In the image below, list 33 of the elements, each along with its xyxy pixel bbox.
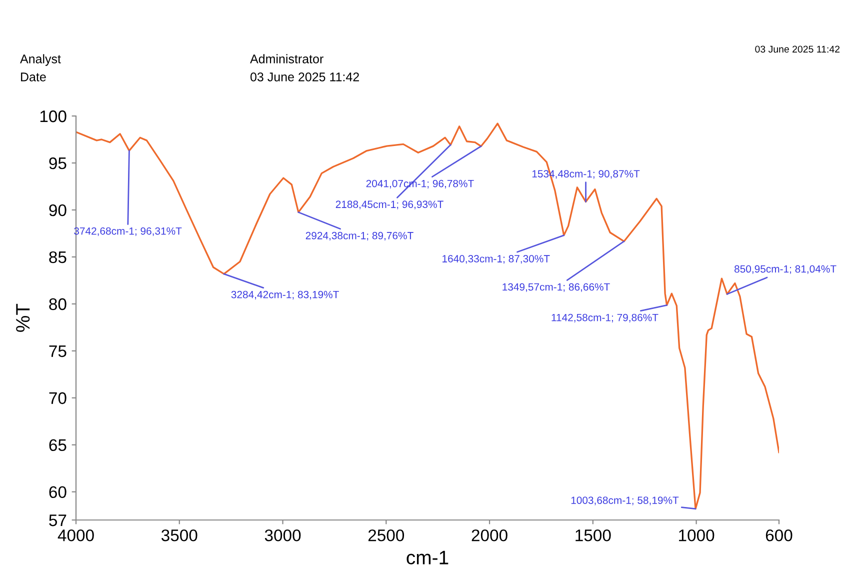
text: Administrator xyxy=(250,54,324,64)
x-tick-label: 3000 xyxy=(264,529,301,542)
text: Analyst xyxy=(20,54,61,66)
annotation: 1640,33cm-1; 87,30%T xyxy=(442,255,550,264)
y-tick-label: 65 xyxy=(49,439,66,452)
x-tick-label: 600 xyxy=(766,529,792,542)
annotation: 1142,58cm-1; 79,86%T xyxy=(552,314,658,322)
x-tick-label: 2000 xyxy=(472,529,508,542)
y-tick-label: 95 xyxy=(49,157,66,170)
y-tick-label: 90 xyxy=(49,204,66,216)
y-tick-label: 100 xyxy=(40,110,66,122)
y-tick-label: 70 xyxy=(49,392,66,404)
annotation: 1003,68cm-1; 58,19%T xyxy=(571,496,679,506)
x-tick-label: 1500 xyxy=(576,529,611,542)
x-tick-label: 3500 xyxy=(161,529,198,542)
text: 03 June 2025 11:42 xyxy=(755,46,840,53)
y-tick-label: 80 xyxy=(49,298,66,310)
y-tick-label: 75 xyxy=(49,345,66,358)
annotation: 1349,57cm-1; 86,66%T xyxy=(502,283,610,292)
x-tick-label: 2500 xyxy=(368,529,404,542)
y-axis-title: %T xyxy=(16,304,30,332)
annotation: 3284,42cm-1; 83,19%T xyxy=(231,290,339,300)
annotation: 2924,38cm-1; 89,76%T xyxy=(306,232,414,241)
x-tick-label: 1000 xyxy=(679,529,714,542)
x-tick-label: 4000 xyxy=(58,529,94,542)
text: Date xyxy=(21,72,46,82)
y-tick-label: 85 xyxy=(49,251,66,264)
x-axis-title: cm-1 xyxy=(406,550,448,564)
annotation: 850,95cm-1; 81,04%T xyxy=(734,265,836,274)
y-tick-label: 57 xyxy=(49,514,66,526)
text: 03 June 2025 11:42 xyxy=(250,72,359,82)
annotation: 2188,45cm-1; 96,93%T xyxy=(336,200,444,210)
y-tick-label: 60 xyxy=(49,486,66,498)
